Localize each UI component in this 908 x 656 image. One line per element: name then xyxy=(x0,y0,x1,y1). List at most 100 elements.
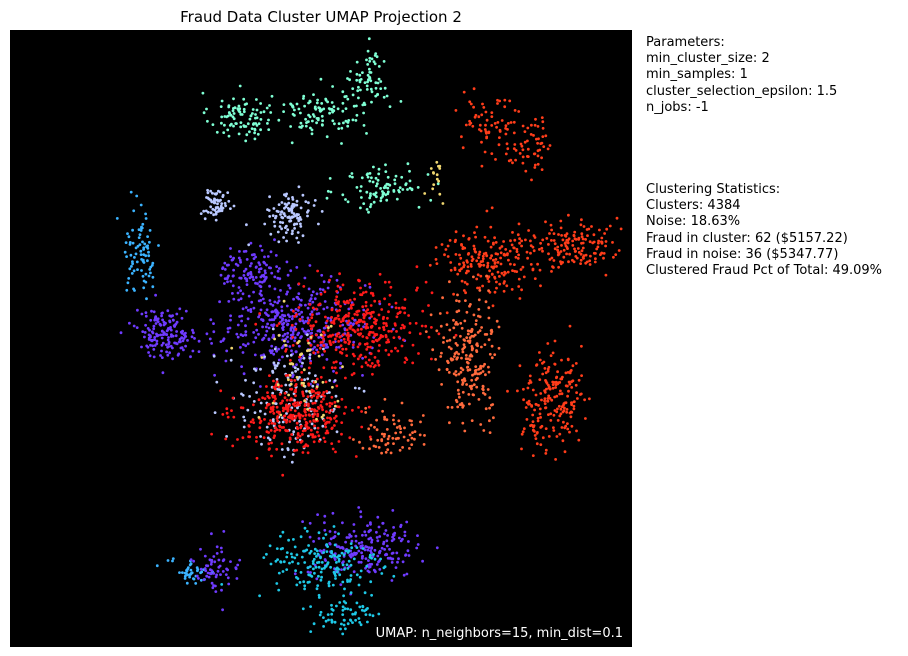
data-point xyxy=(372,310,375,314)
data-point xyxy=(547,386,551,390)
data-point xyxy=(586,234,589,238)
data-point xyxy=(367,565,371,569)
data-point xyxy=(475,225,479,229)
data-point xyxy=(253,131,256,135)
data-point xyxy=(252,306,256,310)
data-point xyxy=(312,93,315,96)
data-point xyxy=(242,107,246,111)
data-point xyxy=(333,620,337,624)
data-point xyxy=(329,565,332,569)
data-point xyxy=(568,252,571,256)
data-point xyxy=(319,109,323,113)
data-point xyxy=(392,574,396,578)
data-point xyxy=(275,349,278,353)
data-point xyxy=(166,559,170,562)
data-point xyxy=(352,529,356,533)
data-point xyxy=(315,587,319,591)
data-point xyxy=(366,175,370,179)
data-point xyxy=(211,123,215,126)
data-point xyxy=(538,378,542,381)
data-point xyxy=(307,573,311,577)
data-point xyxy=(318,302,322,306)
data-point xyxy=(572,260,576,264)
data-point xyxy=(410,188,414,192)
data-point xyxy=(478,123,482,127)
data-point xyxy=(568,411,572,415)
data-point xyxy=(349,534,353,538)
data-point xyxy=(281,345,285,348)
data-point xyxy=(227,199,231,203)
data-point xyxy=(385,341,388,344)
data-point xyxy=(342,337,346,341)
data-point xyxy=(268,195,271,199)
data-point xyxy=(277,334,281,337)
data-point xyxy=(452,292,455,296)
data-point xyxy=(219,389,223,393)
data-point xyxy=(403,361,407,364)
data-point xyxy=(302,549,305,553)
data-point xyxy=(336,284,340,288)
data-point xyxy=(144,212,148,216)
data-point xyxy=(219,546,223,550)
data-point xyxy=(555,375,559,379)
data-point xyxy=(274,397,277,401)
data-point xyxy=(303,526,307,530)
data-point xyxy=(350,546,354,550)
data-point xyxy=(570,424,574,428)
data-point xyxy=(213,197,216,201)
data-point xyxy=(339,627,342,631)
data-point xyxy=(493,290,497,294)
data-point xyxy=(313,345,316,349)
data-point xyxy=(310,331,314,335)
data-point xyxy=(220,209,224,213)
data-point xyxy=(269,302,273,306)
data-point xyxy=(344,549,348,553)
data-point xyxy=(313,106,317,110)
data-point xyxy=(341,632,345,636)
data-point xyxy=(540,398,543,402)
data-point xyxy=(559,219,563,223)
data-point xyxy=(370,362,374,365)
data-point xyxy=(566,427,570,431)
data-point xyxy=(307,383,311,387)
data-point xyxy=(148,240,151,244)
data-point xyxy=(500,119,504,122)
data-point xyxy=(329,275,333,278)
data-point xyxy=(153,336,157,339)
data-point xyxy=(320,400,323,404)
data-point xyxy=(398,536,401,540)
data-point xyxy=(369,194,372,198)
data-point xyxy=(512,120,516,124)
data-point xyxy=(307,341,310,345)
data-point xyxy=(362,316,366,320)
data-point xyxy=(445,311,449,315)
data-point xyxy=(560,358,563,362)
data-point xyxy=(218,300,222,304)
data-point xyxy=(239,125,243,129)
data-point xyxy=(364,300,368,304)
data-point xyxy=(358,80,362,84)
data-point xyxy=(190,335,194,339)
data-point xyxy=(560,405,564,408)
data-point xyxy=(488,396,492,400)
data-point xyxy=(465,383,468,386)
data-point xyxy=(497,143,501,147)
data-point xyxy=(346,336,350,340)
data-point xyxy=(518,297,522,300)
data-point xyxy=(462,343,466,346)
data-point xyxy=(283,455,286,459)
data-point xyxy=(263,269,267,273)
data-point xyxy=(277,571,281,575)
data-point xyxy=(536,154,540,158)
data-point xyxy=(335,570,339,574)
data-point xyxy=(325,410,328,413)
data-point xyxy=(454,370,458,373)
data-point xyxy=(403,534,407,537)
data-point xyxy=(135,260,139,264)
data-point xyxy=(544,427,548,430)
data-point xyxy=(277,210,280,214)
data-point xyxy=(573,247,576,251)
data-point xyxy=(529,239,532,243)
data-point xyxy=(210,532,213,536)
data-point xyxy=(298,581,302,584)
